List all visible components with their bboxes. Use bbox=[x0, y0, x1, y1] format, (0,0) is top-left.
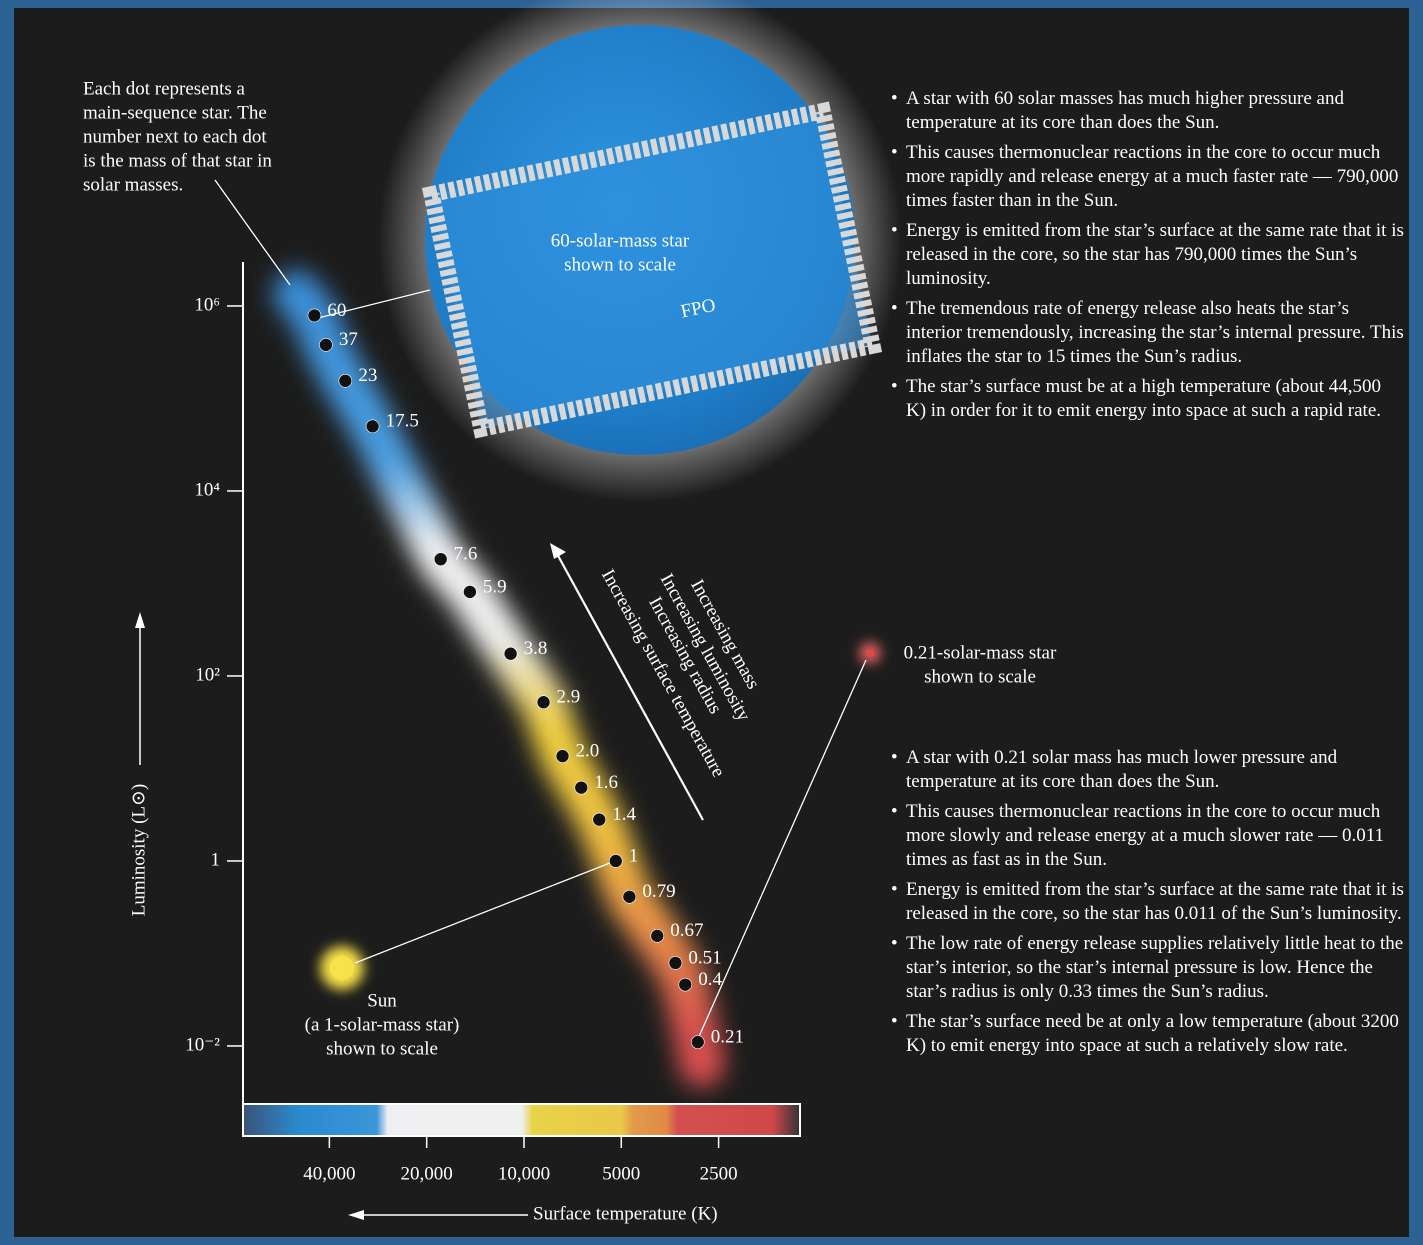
fpo-stamp bbox=[421, 101, 883, 439]
x-axis-label: Surface temperature (K) bbox=[533, 1203, 718, 1224]
note-item: Energy is emitted from the star’s surfac… bbox=[891, 219, 1404, 291]
mass-label: 7.6 bbox=[454, 544, 478, 565]
star-point bbox=[574, 780, 589, 795]
star-point bbox=[319, 338, 333, 352]
mass-label: 0.51 bbox=[688, 947, 721, 968]
small-star-label: shown to scale bbox=[924, 666, 1036, 687]
x-tick-label: 10,000 bbox=[498, 1163, 550, 1184]
note-item: The star’s surface need be at only a low… bbox=[891, 1010, 1404, 1058]
leader-line bbox=[313, 289, 431, 320]
mass-label: 0.67 bbox=[670, 920, 703, 941]
mass-label: 1.6 bbox=[594, 772, 618, 793]
mass-label: 2.0 bbox=[576, 740, 600, 761]
note-item: The low rate of energy release supplies … bbox=[891, 932, 1404, 1004]
note-item: Energy is emitted from the star’s surfac… bbox=[891, 878, 1404, 926]
leader-line bbox=[354, 860, 616, 964]
mass-label: 23 bbox=[358, 365, 377, 386]
x-tick-label: 40,000 bbox=[303, 1163, 355, 1184]
sun-disk bbox=[330, 956, 354, 980]
star-point bbox=[463, 585, 477, 599]
y-tick-label: 10⁴ bbox=[194, 479, 220, 500]
notes-low: A star with 0.21 solar mass has much low… bbox=[890, 746, 1404, 1064]
big-star-label: 60-solar-mass star bbox=[551, 230, 690, 251]
mass-label: 2.9 bbox=[557, 687, 581, 708]
note-item: The star’s surface must be at a high tem… bbox=[891, 375, 1404, 423]
x-tick-label: 2500 bbox=[700, 1163, 738, 1184]
note-item: The tremendous rate of energy release al… bbox=[891, 297, 1404, 369]
x-tick-label: 5000 bbox=[602, 1163, 640, 1184]
star-point bbox=[536, 695, 551, 710]
star-point bbox=[503, 646, 518, 661]
sun-label: shown to scale bbox=[326, 1038, 438, 1059]
y-tick-label: 10² bbox=[195, 664, 220, 685]
star-point bbox=[650, 929, 665, 943]
stamp-frame bbox=[421, 101, 883, 439]
star-point bbox=[592, 812, 607, 827]
star-point bbox=[307, 308, 322, 323]
star-point bbox=[338, 374, 353, 388]
big-star-label: shown to scale bbox=[564, 254, 676, 275]
sun-label: Sun bbox=[367, 990, 397, 1011]
note-item: A star with 60 solar masses has much hig… bbox=[891, 87, 1404, 135]
star-point bbox=[690, 1035, 705, 1049]
star-point bbox=[668, 956, 683, 970]
notes-high: A star with 60 solar masses has much hig… bbox=[890, 87, 1404, 429]
leader-lines bbox=[214, 179, 867, 1042]
mass-label: 0.4 bbox=[698, 969, 722, 990]
star-point bbox=[555, 749, 570, 763]
dot-note: Each dot represents a bbox=[83, 78, 246, 99]
dot-note: number next to each dot bbox=[83, 126, 267, 147]
y-tick-label: 1 bbox=[211, 849, 221, 870]
mass-label: 1 bbox=[629, 845, 639, 866]
star-point bbox=[622, 889, 637, 904]
dot-note: is the mass of that star in bbox=[83, 150, 272, 171]
y-arrow-head bbox=[135, 612, 145, 628]
y-axis-label: Luminosity (L⊙) bbox=[128, 784, 149, 917]
trend-arrow-head bbox=[550, 543, 566, 559]
y-tick-label: 10⁻² bbox=[185, 1034, 220, 1055]
mass-label: 0.21 bbox=[711, 1026, 744, 1047]
sun-label: (a 1-solar-mass star) bbox=[305, 1014, 460, 1035]
x-arrow-head bbox=[348, 1210, 364, 1220]
mass-label: 3.8 bbox=[524, 638, 548, 659]
note-item: A star with 0.21 solar mass has much low… bbox=[891, 746, 1404, 794]
temperature-bar bbox=[242, 1103, 801, 1137]
star-point bbox=[608, 854, 623, 868]
mass-label: 60 bbox=[327, 300, 346, 321]
star-point bbox=[365, 419, 380, 434]
star-point bbox=[678, 977, 693, 992]
leader-line bbox=[214, 179, 291, 286]
note-item: This causes thermonuclear reactions in t… bbox=[891, 800, 1404, 872]
dot-note: main-sequence star. The bbox=[83, 102, 267, 123]
mass-label: 37 bbox=[339, 329, 358, 350]
mass-label: 5.9 bbox=[483, 576, 507, 597]
mass-label: 1.4 bbox=[612, 804, 636, 825]
small-star bbox=[866, 649, 874, 657]
y-tick-label: 10⁶ bbox=[194, 294, 220, 315]
note-item: This causes thermonuclear reactions in t… bbox=[891, 141, 1404, 213]
x-tick-label: 20,000 bbox=[401, 1163, 453, 1184]
dot-note: solar masses. bbox=[83, 174, 183, 195]
leader-line bbox=[696, 659, 867, 1042]
star-point bbox=[433, 552, 448, 566]
trend-arrow bbox=[555, 551, 704, 821]
small-star-label: 0.21-solar-mass star bbox=[904, 642, 1057, 663]
mass-label: 0.79 bbox=[642, 881, 675, 902]
mass-label: 17.5 bbox=[386, 411, 419, 432]
